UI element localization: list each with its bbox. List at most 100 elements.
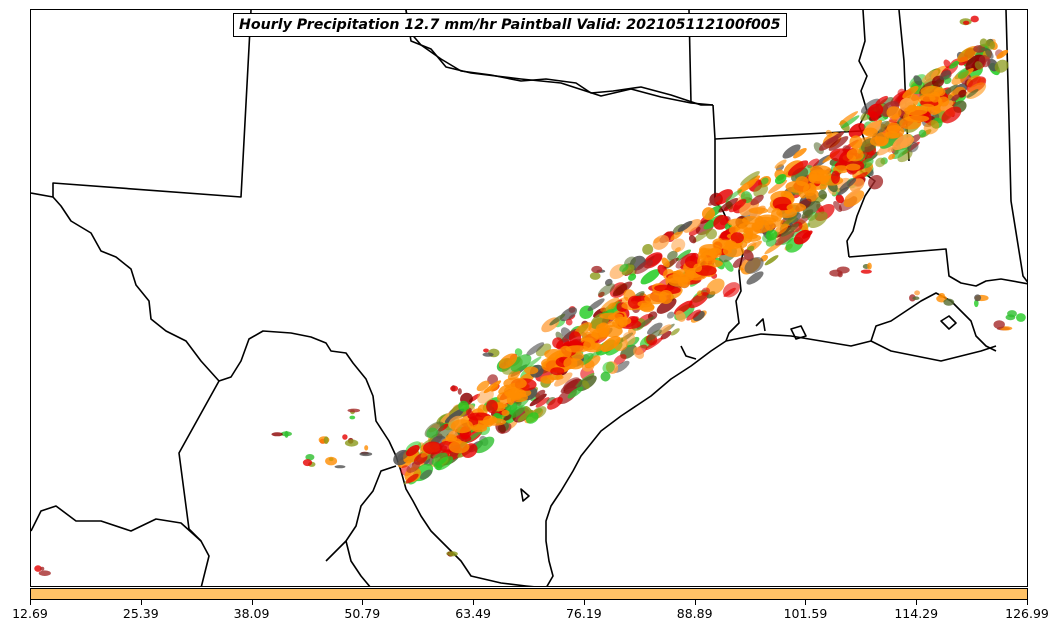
precip-blob [831, 170, 840, 184]
precip-blob [875, 157, 886, 168]
precip-blob [801, 209, 814, 219]
precip-blob [939, 70, 951, 81]
precip-blob [846, 148, 864, 162]
precip-blob [920, 85, 944, 97]
precip-blob [748, 207, 769, 214]
precip-blob [599, 312, 623, 320]
precip-blob [913, 75, 923, 86]
precip-blob [761, 177, 769, 185]
precip-blob [584, 355, 601, 369]
precip-blob [706, 278, 725, 295]
precip-blob [808, 173, 824, 182]
precip-blob [659, 290, 673, 304]
precip-blob [829, 269, 843, 277]
precip-blob [870, 136, 888, 147]
precip-blob [740, 171, 760, 186]
precip-blob [833, 201, 843, 212]
precip-blob [535, 389, 546, 398]
precipitation-paintball [34, 15, 1026, 576]
precip-blob [782, 144, 801, 159]
precip-blob [344, 439, 359, 447]
map-frame[interactable] [30, 9, 1028, 587]
precip-blob [501, 409, 510, 417]
precip-blob [718, 197, 739, 213]
precip-blob [634, 259, 654, 275]
precip-blob [510, 392, 528, 403]
precip-blob [888, 153, 896, 160]
precip-blob [550, 367, 565, 376]
precip-blob [825, 131, 845, 145]
precip-blob [963, 20, 970, 25]
precip-blob [637, 300, 653, 308]
precip-blob [966, 89, 979, 98]
precip-blob [750, 194, 764, 206]
precip-blob [772, 219, 784, 229]
precip-blob [661, 257, 670, 268]
precip-blob [622, 331, 636, 346]
colorbar-tick-label: 126.99 [1005, 606, 1049, 621]
precip-blob [642, 243, 654, 255]
precip-blob [974, 294, 982, 302]
precip-blob [364, 445, 369, 451]
precip-blob [636, 316, 655, 330]
precip-blob [737, 179, 757, 194]
map-canvas [31, 10, 1027, 586]
precip-blob [728, 198, 747, 213]
precip-blob [780, 190, 793, 199]
colorbar [30, 588, 1028, 600]
precip-blob [808, 211, 828, 229]
precip-blob [708, 195, 722, 206]
precip-blob [765, 229, 778, 241]
precip-blob [841, 115, 860, 129]
precip-blob [552, 337, 564, 349]
precip-blob [514, 348, 523, 356]
precip-blob [435, 456, 454, 471]
precip-blob [582, 380, 590, 389]
precip-blob [751, 221, 770, 234]
precip-blob [996, 49, 1009, 59]
precip-blob [565, 318, 573, 326]
precip-blob [848, 123, 866, 138]
precip-blob [445, 434, 458, 443]
precip-blob [607, 302, 616, 310]
precip-blob [598, 322, 609, 330]
precip-blob [612, 281, 633, 297]
precip-blob [979, 38, 988, 47]
precip-blob [554, 372, 573, 387]
precip-blob [656, 297, 677, 314]
precip-blob [860, 98, 881, 114]
precip-blob [981, 47, 989, 51]
precip-blob [920, 95, 936, 102]
precip-blob [903, 105, 928, 116]
precip-blob [633, 346, 645, 359]
precip-blob [923, 120, 940, 135]
precip-blob [887, 147, 894, 153]
precip-blob [450, 419, 474, 434]
precip-blob [587, 298, 605, 312]
precip-blob [600, 335, 621, 352]
precip-blob [482, 352, 494, 357]
precip-blob [535, 397, 550, 408]
colorbar-tick [1027, 600, 1028, 605]
precip-blob [693, 263, 703, 273]
precip-blob [405, 444, 420, 457]
precip-blob [652, 234, 670, 250]
precip-blob [284, 430, 289, 438]
precip-blob [646, 329, 662, 341]
colorbar-tick [694, 600, 696, 605]
precip-blob [863, 127, 878, 137]
precip-blob [474, 436, 495, 454]
precip-blob [774, 159, 787, 169]
precip-blob [843, 190, 865, 208]
precip-blob [957, 46, 978, 63]
precip-blob [949, 60, 960, 69]
precip-blob [342, 434, 348, 440]
precip-blob [419, 469, 433, 480]
precip-blob [683, 218, 701, 233]
precip-blob [786, 203, 807, 212]
precip-blob [1016, 313, 1026, 322]
precip-blob [744, 233, 758, 240]
precip-blob [951, 94, 960, 102]
precip-blob [675, 249, 691, 261]
precip-blob [875, 95, 888, 106]
